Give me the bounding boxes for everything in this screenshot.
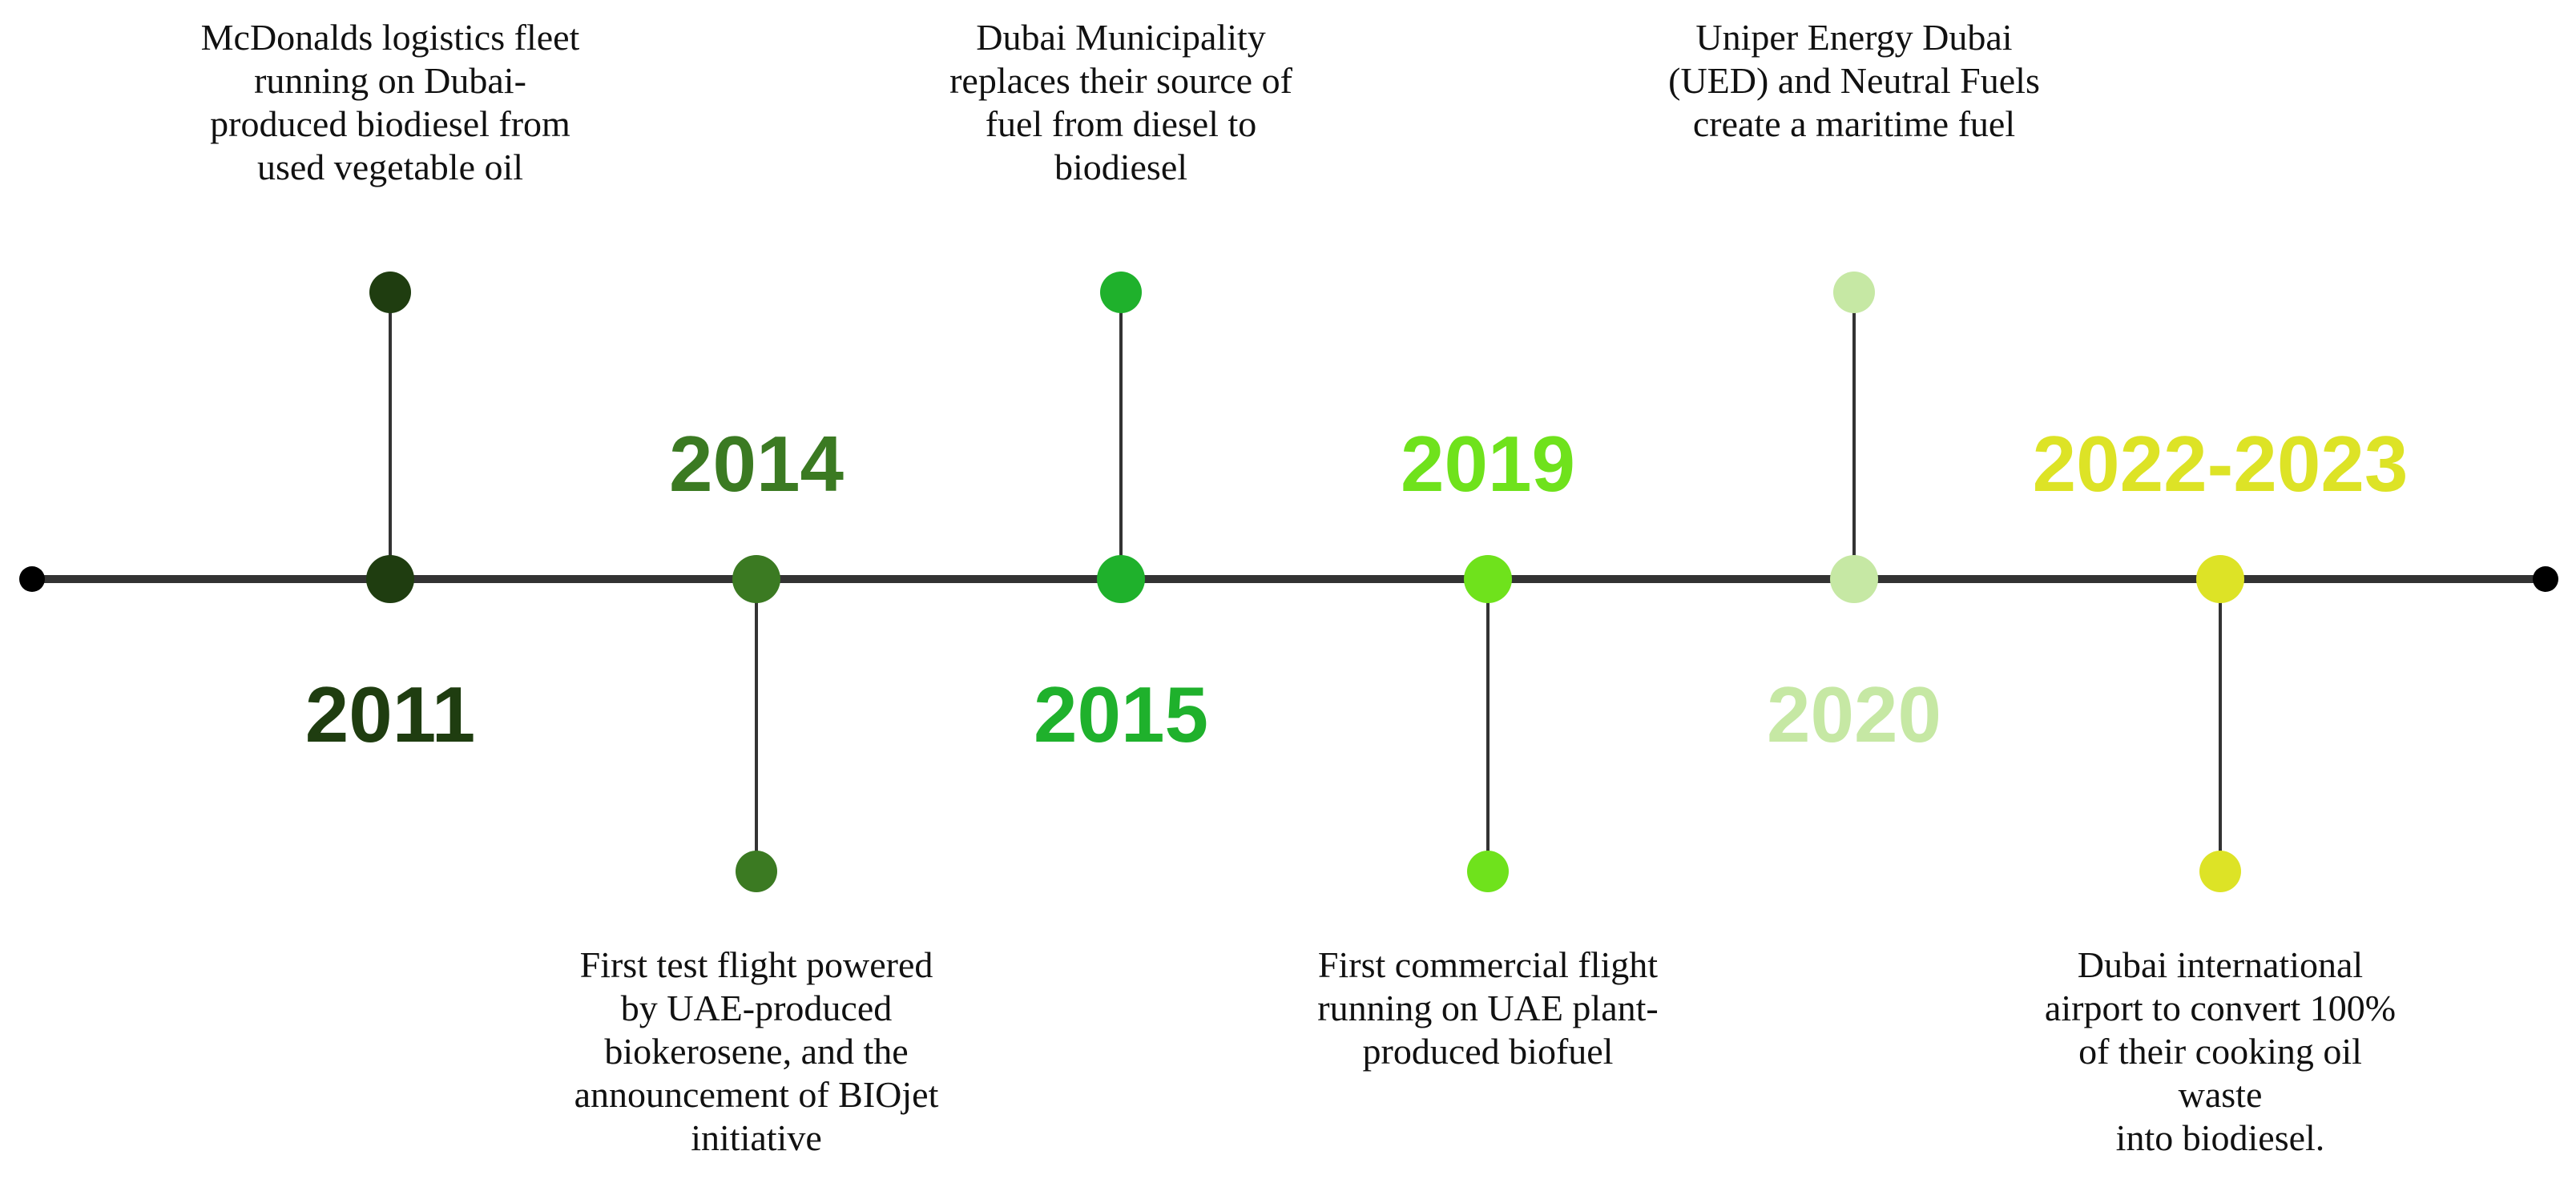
milestone-end-dot bbox=[369, 272, 411, 313]
year-label: 2015 bbox=[1033, 670, 1209, 758]
milestone-end-dot bbox=[1100, 272, 1142, 313]
milestone-end-dot bbox=[736, 851, 777, 892]
year-label: 2011 bbox=[304, 670, 476, 758]
milestone-end-dot bbox=[1833, 272, 1875, 313]
year-label: 2019 bbox=[1400, 420, 1576, 508]
milestone-axis-dot bbox=[366, 555, 414, 603]
event-text: First test flight powered by UAE-produce… bbox=[574, 944, 939, 1158]
year-label: 2020 bbox=[1766, 670, 1942, 758]
milestone-marks bbox=[366, 272, 2244, 892]
axis-start-dot bbox=[19, 566, 45, 592]
milestone-axis-dot bbox=[1464, 555, 1512, 603]
milestone-axis-dot bbox=[1830, 555, 1878, 603]
event-text: First commercial flight running on UAE p… bbox=[1317, 944, 1659, 1072]
event-text: McDonalds logistics fleet running on Dub… bbox=[200, 17, 580, 187]
event-text: Uniper Energy Dubai (UED) and Neutral Fu… bbox=[1668, 17, 2040, 144]
event-text: Dubai international airport to convert 1… bbox=[2044, 944, 2397, 1158]
milestone-end-dot bbox=[1467, 851, 1509, 892]
milestone-end-dot bbox=[2199, 851, 2241, 892]
axis-end-dot bbox=[2533, 566, 2558, 592]
milestone-axis-dot bbox=[2196, 555, 2244, 603]
event-text: Dubai Municipality replaces their source… bbox=[949, 17, 1292, 187]
year-label: 2022-2023 bbox=[2032, 420, 2409, 508]
milestone-axis-dot bbox=[732, 555, 780, 603]
milestone-axis-dot bbox=[1097, 555, 1145, 603]
year-label: 2014 bbox=[668, 420, 845, 508]
